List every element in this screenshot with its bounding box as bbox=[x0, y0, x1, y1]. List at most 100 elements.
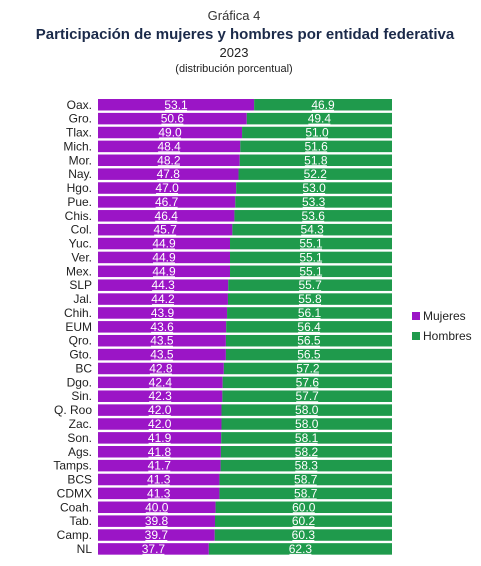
data-label-mujeres: 37.7 bbox=[142, 542, 166, 556]
data-label-mujeres: 40.0 bbox=[145, 500, 169, 514]
legend-swatch-mujeres bbox=[412, 312, 420, 320]
data-label-hombres: 55.1 bbox=[299, 250, 323, 264]
bar-segment-mujeres bbox=[98, 99, 255, 111]
category-label: CDMX bbox=[57, 486, 92, 500]
data-label-mujeres: 47.0 bbox=[155, 181, 179, 195]
bar-segment-mujeres bbox=[98, 515, 216, 527]
data-label-mujeres: 43.5 bbox=[150, 348, 174, 362]
data-label-mujeres: 53.1 bbox=[164, 98, 188, 112]
bar-segment-hombres bbox=[221, 404, 392, 416]
data-label-mujeres: 42.0 bbox=[148, 403, 172, 417]
data-label-hombres: 56.5 bbox=[297, 348, 321, 362]
bar-segment-hombres bbox=[242, 126, 392, 139]
category-label: NL bbox=[77, 542, 93, 556]
bar-segment-hombres bbox=[221, 418, 392, 430]
category-label: SLP bbox=[69, 278, 92, 292]
category-label: Mor. bbox=[69, 153, 92, 167]
data-label-hombres: 51.0 bbox=[305, 126, 329, 140]
legend-label-hombres: Hombres bbox=[423, 329, 472, 343]
data-label-hombres: 46.9 bbox=[311, 98, 335, 112]
data-label-mujeres: 42.8 bbox=[149, 361, 173, 375]
data-label-mujeres: 49.0 bbox=[158, 126, 182, 140]
bar-segment-hombres bbox=[219, 487, 392, 500]
legend-item-hombres: Hombres bbox=[412, 329, 472, 343]
category-label: Oax. bbox=[67, 98, 92, 112]
bar-segment-hombres bbox=[239, 154, 392, 167]
data-label-mujeres: 42.0 bbox=[148, 417, 172, 431]
bar-segment-mujeres bbox=[98, 362, 224, 375]
data-label-mujeres: 42.4 bbox=[149, 375, 173, 389]
bar-segment-mujeres bbox=[98, 334, 226, 347]
data-label-hombres: 60.3 bbox=[292, 528, 316, 542]
data-label-mujeres: 43.6 bbox=[150, 320, 174, 334]
data-label-mujeres: 46.4 bbox=[155, 209, 179, 223]
data-label-mujeres: 50.6 bbox=[161, 112, 185, 126]
data-label-hombres: 58.7 bbox=[294, 486, 318, 500]
data-label-mujeres: 44.9 bbox=[152, 250, 176, 264]
bar-segment-hombres bbox=[240, 140, 392, 153]
bar-segment-mujeres bbox=[98, 237, 231, 250]
bar-segment-mujeres bbox=[98, 251, 231, 264]
data-label-mujeres: 44.9 bbox=[152, 237, 176, 251]
bar-segment-hombres bbox=[230, 265, 392, 278]
data-label-mujeres: 47.8 bbox=[157, 167, 181, 181]
category-label: Qro. bbox=[69, 334, 92, 348]
bar-segment-mujeres bbox=[98, 501, 216, 514]
data-label-mujeres: 41.3 bbox=[147, 486, 171, 500]
category-label: Gro. bbox=[69, 112, 92, 126]
data-label-hombres: 57.6 bbox=[296, 375, 320, 389]
bar-segment-mujeres bbox=[98, 154, 240, 167]
data-label-mujeres: 42.3 bbox=[149, 389, 173, 403]
data-label-hombres: 62.3 bbox=[289, 542, 313, 556]
bar-segment-mujeres bbox=[98, 265, 231, 278]
bar-segment-mujeres bbox=[98, 432, 222, 444]
bar-segment-mujeres bbox=[98, 487, 220, 500]
data-label-hombres: 56.1 bbox=[298, 306, 322, 320]
data-label-hombres: 56.4 bbox=[297, 320, 321, 334]
bar-segment-mujeres bbox=[98, 321, 227, 333]
data-label-mujeres: 44.3 bbox=[151, 278, 175, 292]
category-label: Coah. bbox=[60, 500, 92, 514]
category-label: Q. Roo bbox=[54, 403, 92, 417]
data-label-hombres: 53.3 bbox=[302, 195, 326, 209]
category-label: Mex. bbox=[66, 264, 92, 278]
data-label-mujeres: 48.4 bbox=[157, 139, 181, 153]
bar-segment-hombres bbox=[222, 390, 392, 402]
data-label-hombres: 49.4 bbox=[308, 112, 332, 126]
data-label-mujeres: 39.8 bbox=[145, 514, 169, 528]
data-label-hombres: 55.1 bbox=[299, 264, 323, 278]
bar-segment-hombres bbox=[215, 515, 392, 527]
data-label-mujeres: 46.7 bbox=[155, 195, 179, 209]
bar-segment-mujeres bbox=[98, 126, 243, 139]
data-label-hombres: 58.1 bbox=[295, 431, 319, 445]
category-label: Tab. bbox=[69, 514, 92, 528]
bar-segment-mujeres bbox=[98, 112, 247, 125]
chart-year: 2023 bbox=[219, 45, 249, 60]
bar-segment-mujeres bbox=[98, 473, 220, 486]
category-label: Tamps. bbox=[53, 459, 92, 473]
data-label-hombres: 51.6 bbox=[304, 139, 328, 153]
bar-segment-hombres bbox=[227, 307, 392, 319]
category-label: Mich. bbox=[63, 139, 92, 153]
bar-segment-hombres bbox=[232, 223, 392, 236]
data-label-mujeres: 43.9 bbox=[151, 306, 175, 320]
bar-segment-hombres bbox=[226, 321, 392, 333]
data-label-hombres: 57.2 bbox=[296, 361, 320, 375]
category-label: Ver. bbox=[71, 250, 92, 264]
bar-segment-hombres bbox=[246, 112, 392, 125]
data-label-mujeres: 44.9 bbox=[152, 264, 176, 278]
data-label-mujeres: 48.2 bbox=[157, 153, 181, 167]
category-label: Camp. bbox=[57, 528, 92, 542]
bar-segment-hombres bbox=[225, 334, 392, 347]
category-label: Chis. bbox=[65, 209, 92, 223]
data-label-hombres: 57.7 bbox=[296, 389, 320, 403]
bar-segment-hombres bbox=[214, 529, 392, 541]
legend-swatch-hombres bbox=[412, 332, 420, 340]
bar-segment-mujeres bbox=[98, 182, 237, 194]
category-label: BC bbox=[75, 361, 92, 375]
data-label-mujeres: 43.5 bbox=[150, 334, 174, 348]
bar-segment-hombres bbox=[219, 473, 392, 486]
bar-segment-mujeres bbox=[98, 404, 222, 416]
bar-segment-mujeres bbox=[98, 223, 233, 236]
